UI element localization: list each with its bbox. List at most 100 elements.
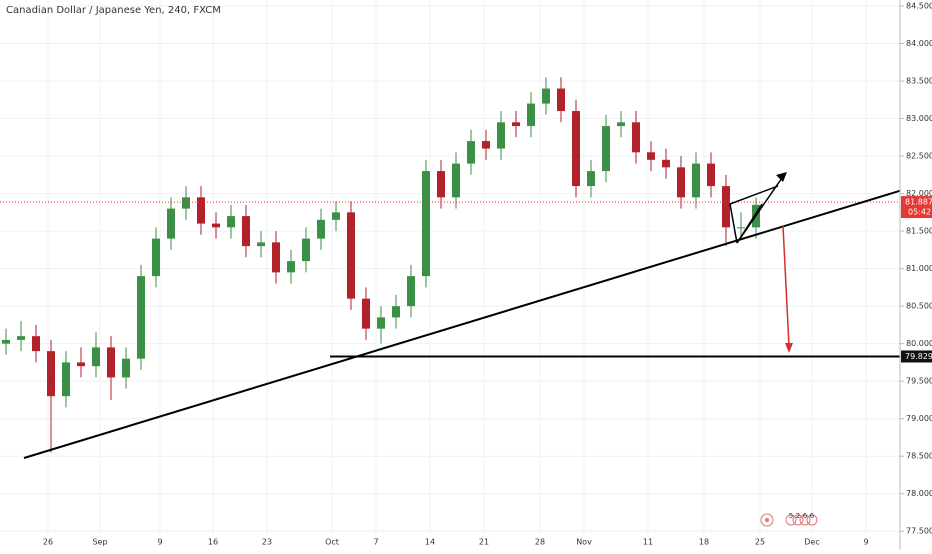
candle-body bbox=[422, 171, 430, 277]
candle-body bbox=[467, 141, 475, 164]
candle-body bbox=[437, 171, 445, 198]
candle-body bbox=[92, 347, 100, 367]
price-axis bbox=[900, 0, 932, 550]
event-label: 5 bbox=[789, 512, 793, 520]
arrow-head bbox=[785, 343, 793, 353]
y-tick-label: 79.500 bbox=[906, 377, 932, 386]
wedge-line bbox=[729, 203, 738, 244]
candle-body bbox=[152, 238, 160, 277]
x-tick-label: 11 bbox=[643, 538, 653, 547]
candle-body bbox=[542, 88, 550, 104]
y-tick-label: 80.500 bbox=[906, 302, 932, 311]
price-label: 81.887 bbox=[905, 198, 932, 207]
y-tick-label: 82.500 bbox=[906, 152, 932, 161]
candle-body bbox=[17, 336, 25, 340]
x-tick-label: Dec bbox=[804, 538, 819, 547]
candle-body bbox=[182, 197, 190, 209]
x-tick-label: 25 bbox=[755, 538, 765, 547]
arrow-line bbox=[736, 174, 785, 244]
x-tick-label: 14 bbox=[425, 538, 435, 547]
x-tick-label: 18 bbox=[699, 538, 709, 547]
candle-body bbox=[452, 163, 460, 198]
candle-body bbox=[497, 122, 505, 149]
candle-body bbox=[347, 212, 355, 299]
arrow-head bbox=[776, 172, 787, 182]
candle-body bbox=[557, 88, 565, 112]
x-tick-label: 28 bbox=[535, 538, 545, 547]
y-tick-label: 84.500 bbox=[906, 2, 932, 11]
candle-body bbox=[167, 208, 175, 239]
y-tick-label: 78.000 bbox=[906, 489, 932, 498]
candle-body bbox=[272, 242, 280, 273]
countdown-label: 05:42 bbox=[908, 208, 931, 217]
y-tick-label: 80.000 bbox=[906, 339, 932, 348]
y-tick-label: 77.500 bbox=[906, 527, 932, 536]
y-tick-label: 81.000 bbox=[906, 264, 932, 273]
x-tick-label: 21 bbox=[479, 538, 489, 547]
event-icon bbox=[792, 514, 804, 526]
candle-body bbox=[632, 122, 640, 153]
candle-body bbox=[512, 122, 520, 127]
x-tick-label: 9 bbox=[863, 538, 868, 547]
candle-body bbox=[572, 111, 580, 187]
x-tick-label: Sep bbox=[92, 538, 107, 547]
candle-body bbox=[722, 186, 730, 228]
x-tick-label: 16 bbox=[208, 538, 218, 547]
x-tick-label: 9 bbox=[157, 538, 162, 547]
arrow-line bbox=[782, 225, 790, 347]
x-tick-label: Nov bbox=[576, 538, 592, 547]
event-icon bbox=[785, 514, 797, 526]
candle-body bbox=[617, 122, 625, 127]
candle-body bbox=[392, 306, 400, 318]
y-tick-label: 79.000 bbox=[906, 414, 932, 423]
candle-body bbox=[587, 171, 595, 187]
candle-body bbox=[227, 216, 235, 228]
candle-body bbox=[47, 351, 55, 397]
candle-body bbox=[377, 317, 385, 329]
candle-body bbox=[62, 362, 70, 397]
candle-body bbox=[647, 152, 655, 160]
event-icon bbox=[806, 514, 818, 526]
candle-body bbox=[257, 242, 265, 247]
y-tick-label: 84.000 bbox=[906, 39, 932, 48]
candle-body bbox=[302, 238, 310, 262]
candle-body bbox=[482, 141, 490, 149]
candle-body bbox=[737, 227, 745, 229]
candle-body bbox=[107, 347, 115, 378]
candle-body bbox=[122, 358, 130, 378]
candle-body bbox=[212, 223, 220, 228]
candle-body bbox=[677, 167, 685, 198]
x-tick-label: Oct bbox=[325, 538, 339, 547]
candle-body bbox=[317, 219, 325, 239]
candle-body bbox=[707, 163, 715, 187]
candle-body bbox=[407, 276, 415, 307]
candle-body bbox=[527, 103, 535, 127]
candle-body bbox=[197, 197, 205, 224]
event-label: 6 bbox=[810, 512, 815, 520]
axis: 77.500 78.000 78.500 79.000 79.500 80.000 80.5… bbox=[43, 2, 932, 547]
candle-body bbox=[602, 126, 610, 172]
event-icon bbox=[765, 518, 769, 522]
wedge-line bbox=[729, 185, 779, 205]
y-tick-label: 83.500 bbox=[906, 77, 932, 86]
level-label: 79.829 bbox=[905, 352, 932, 361]
candle-body bbox=[32, 336, 40, 352]
candles bbox=[0, 77, 900, 453]
price-badge bbox=[901, 196, 932, 219]
candle-body bbox=[692, 163, 700, 198]
trend-line bbox=[23, 180, 932, 459]
x-tick-label: 7 bbox=[373, 538, 378, 547]
candle-body bbox=[332, 212, 340, 220]
y-tick-label: 82.000 bbox=[906, 189, 932, 198]
y-tick-label: 78.500 bbox=[906, 452, 932, 461]
candle-body bbox=[242, 216, 250, 247]
event-icon bbox=[799, 514, 811, 526]
candle-body bbox=[77, 362, 85, 367]
candle-body bbox=[2, 339, 10, 344]
event-icon bbox=[760, 513, 774, 527]
event-label: 2 bbox=[796, 512, 800, 520]
candle-body bbox=[287, 261, 295, 273]
level-badge bbox=[901, 350, 932, 363]
y-tick-label: 83.000 bbox=[906, 114, 932, 123]
